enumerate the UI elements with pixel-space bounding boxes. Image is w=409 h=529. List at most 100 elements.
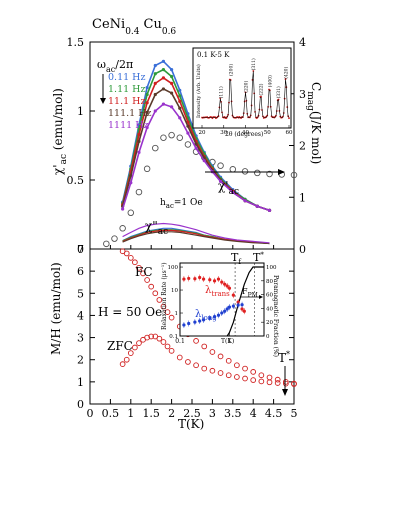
zfc-point <box>210 368 215 373</box>
chi-prime-point <box>170 105 173 108</box>
lambda-trans-point <box>187 277 190 280</box>
chi-prime-point <box>186 131 189 134</box>
zfc-label: ZFC <box>107 339 133 353</box>
fc-point <box>259 373 264 378</box>
xrd-peak-label: (400) <box>266 75 273 87</box>
zfc-point <box>251 378 256 383</box>
lambda-trans-point <box>208 278 211 281</box>
lambda-trans-point <box>202 277 205 280</box>
legend-item: 11.1 Hz <box>108 96 145 107</box>
xrd-peak-label: (331) <box>275 86 282 98</box>
top-y-tick-label: 1 <box>77 105 84 118</box>
bottom-x-tick-label: 5 <box>291 407 298 420</box>
lambda-trans-point <box>217 277 220 280</box>
lambda-long-point <box>182 323 185 326</box>
fc-point <box>226 358 231 363</box>
fc-point <box>234 363 239 368</box>
zfc-point <box>218 371 223 376</box>
chi-prime-point <box>170 82 173 85</box>
zfc-point <box>132 345 137 350</box>
xrd-peak-label: (200) <box>227 64 234 76</box>
cmag-point <box>177 135 183 141</box>
xrd-point <box>288 117 290 119</box>
legend-item: 0.11 Hz <box>108 72 145 83</box>
chi-prime-point <box>146 86 149 89</box>
chart-title: CeNi0.4 Cu0.6 <box>92 17 176 37</box>
cmag-point <box>128 210 134 216</box>
lambda-long-point <box>228 306 231 309</box>
tstar-arrow-head <box>282 389 288 396</box>
bottom-x-tick-label: 0 <box>87 407 94 420</box>
musr-x-tick-label: 1 <box>228 338 232 345</box>
legend-item: 1.11 Hz <box>108 84 145 95</box>
chi-prime-point <box>256 205 259 208</box>
chi-prime-point <box>162 76 165 79</box>
frequency-legend: ωac/2π 0.11 Hz1.11 Hz11.1 Hz111.1 Hz1111… <box>97 58 152 131</box>
top-y2-tick-label: 0 <box>299 243 306 256</box>
musr-y2-tick-label: 60 <box>266 293 273 299</box>
musr-y-tick-label: 1 <box>175 311 179 317</box>
zfc-point <box>186 360 191 365</box>
chi-prime-point <box>178 116 181 119</box>
tf-label: Tf <box>231 251 242 266</box>
xrd-inset: 0.1 K-5 K Intensity (Arb. Units) 2θ (deg… <box>193 48 293 138</box>
zfc-point <box>124 357 129 362</box>
musr-inset: Relaxation Rate (μs⁻¹) Paramagnetic Frac… <box>161 251 279 357</box>
bottom-y-axis-label: M/H (emu/mol) <box>49 262 63 355</box>
chi-prime-point <box>154 109 157 112</box>
chi-prime-point <box>170 75 173 78</box>
lambda-trans-point <box>198 276 201 279</box>
bottom-x-tick-label: 1 <box>127 407 134 420</box>
zfc-point <box>275 381 280 386</box>
xrd-peak-label: (420) <box>283 66 290 78</box>
cmag-point <box>120 226 126 232</box>
xrd-inset-ylabel: Intensity (Arb. Units) <box>195 64 202 118</box>
chi-double-prime-label: χ"ac <box>145 219 168 237</box>
fc-point <box>128 255 133 260</box>
fc-point <box>202 344 207 349</box>
cmag-point <box>242 169 248 175</box>
top-y2-tick-label: 4 <box>299 36 306 49</box>
field-label: H = 50 Oe <box>98 305 162 319</box>
zfc-point <box>202 366 207 371</box>
chi-prime-point <box>121 207 124 210</box>
cmag-point <box>161 135 167 141</box>
chi-prime-point <box>162 68 165 71</box>
chi-prime-point <box>170 68 173 71</box>
fc-point <box>149 284 154 289</box>
zfc-point <box>243 376 248 381</box>
bottom-y-tick-label: 4 <box>77 309 84 322</box>
zfc-point <box>267 380 272 385</box>
zfc-point <box>157 336 162 341</box>
xrd-x-tick-label: 50 <box>264 130 271 136</box>
bottom-x-tick-label: 4.5 <box>265 407 283 420</box>
cmag-point <box>185 142 191 148</box>
cmag-point <box>230 167 236 173</box>
xrd-x-tick-label: 30 <box>220 130 227 136</box>
chi-prime-point <box>268 209 271 212</box>
top-y2-tick-label: 2 <box>299 140 306 153</box>
chi-prime-point <box>162 87 165 90</box>
top-x-ticks <box>90 245 294 249</box>
bottom-x-tick-label: 2 <box>168 407 175 420</box>
chi-prime-point <box>154 64 157 67</box>
legend-item: 1111 Hz <box>108 120 149 131</box>
top-panel: 00.511.5 01234 χ'ac (emu/mol) Cmag(J/K m… <box>51 36 323 256</box>
top-y-tick-label: 1.5 <box>67 36 85 49</box>
chi-prime-point <box>154 93 157 96</box>
lambda-long-point <box>217 314 220 317</box>
musr-y2-tick-label: 80 <box>266 279 273 285</box>
chi-prime-point <box>203 159 206 162</box>
chi-prime-point <box>154 72 157 75</box>
top-y-axis-label: χ'ac (emu/mol) <box>51 88 69 175</box>
chi-prime-point <box>178 107 181 110</box>
fc-point <box>251 369 256 374</box>
lambda-long-point <box>193 321 196 324</box>
cmag-point <box>136 189 142 195</box>
bottom-x-tick-label: 4 <box>250 407 257 420</box>
xrd-peak-label: (220) <box>243 80 250 92</box>
lambda-trans-point <box>243 310 246 313</box>
musr-y2-tick-label: 100 <box>266 265 277 271</box>
bottom-x-tick-label: 0.5 <box>102 407 120 420</box>
cmag-axis-arrow-head <box>278 169 285 175</box>
